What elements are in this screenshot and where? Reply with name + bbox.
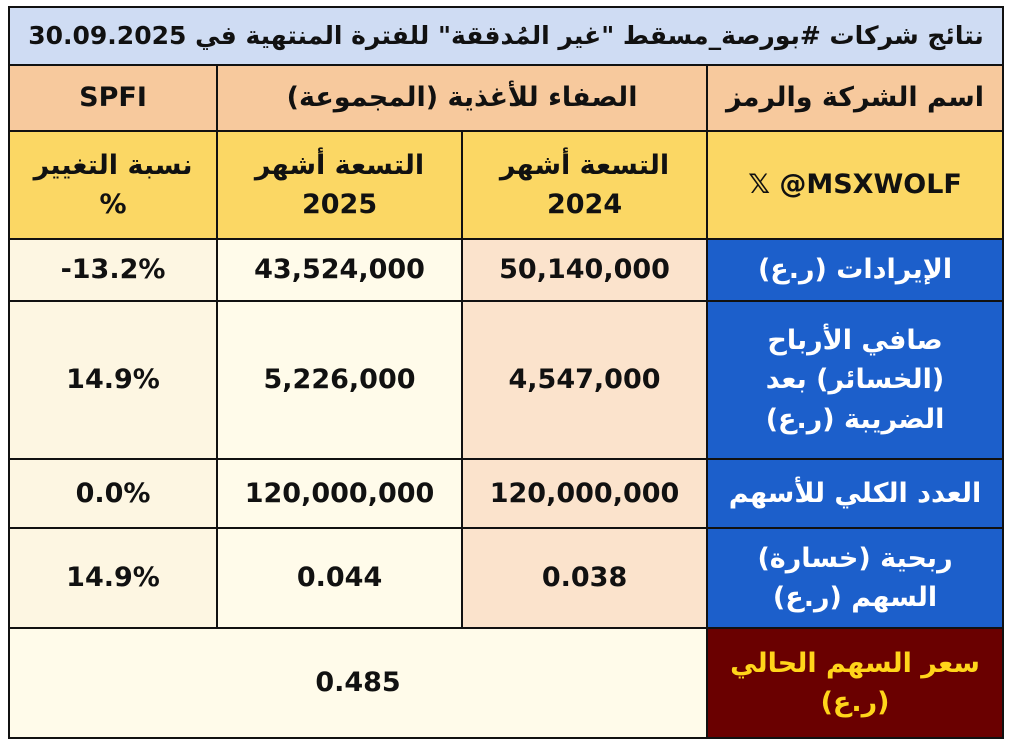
results-table: نتائج شركات #بورصة_مسقط "غير المُدققة" ل… (7, 6, 1005, 739)
text-line: سعر السهم الحالي (730, 647, 980, 679)
row-label: الإيرادات (ر.ع) (706, 238, 1005, 302)
value-cell: 0.044 (216, 527, 464, 629)
text-line: صافي الأرباح (767, 325, 943, 357)
handle: 𝕏 @MSXWOLF (706, 130, 1005, 240)
value-cell: -13.2% (7, 238, 219, 302)
data-row: العدد الكلي للأسهم 120,000,000 120,000,000… (7, 458, 1005, 529)
text-line: السهم (ر.ع) (772, 582, 938, 613)
header-label: اسم الشركة والرمز (706, 64, 1005, 132)
value-cell: 50,140,000 (461, 238, 709, 302)
text-line: ربحية (خسارة) (757, 542, 953, 574)
value-cell: 0.0% (7, 458, 219, 529)
text-line: التسعة أشهر (254, 149, 425, 181)
text-line: الإيرادات (ر.ع) (757, 254, 953, 286)
value-cell: 120,000,000 (216, 458, 464, 529)
table-body: الإيرادات (ر.ع) 50,140,000 43,524,000 -13.2… (7, 238, 1005, 739)
price-label: سعر السهم الحالي (ر.ع) (706, 627, 1005, 739)
value-cell: 120,000,000 (461, 458, 709, 529)
value-cell: 43,524,000 (216, 238, 464, 302)
symbol: SPFI (7, 64, 219, 132)
row-label: العدد الكلي للأسهم (706, 458, 1005, 529)
data-row: الإيرادات (ر.ع) 50,140,000 43,524,000 -13.2… (7, 238, 1005, 302)
data-row: ربحية (خسارة) السهم (ر.ع) 0.038 0.044 14.9% (7, 527, 1005, 629)
text-line: (الخسائر) بعد (765, 364, 945, 396)
text-line: العدد الكلي للأسهم (728, 477, 982, 509)
header-row: اسم الشركة والرمز الصفاء للأغذية (المجمو… (7, 64, 1005, 132)
value-cell: 14.9% (7, 527, 219, 629)
row-label: ربحية (خسارة) السهم (ر.ع) (706, 527, 1005, 629)
text-line: 2024 (546, 189, 623, 220)
title-row: نتائج شركات #بورصة_مسقط "غير المُدققة" ل… (7, 6, 1005, 66)
value-cell: 4,547,000 (461, 300, 709, 460)
text-line: 2025 (301, 189, 378, 220)
price-row: سعر السهم الحالي (ر.ع) 0.485 (7, 627, 1005, 739)
row-label: صافي الأرباح (الخسائر) بعد الضريبة (ر.ع) (706, 300, 1005, 460)
text-line: نسبة التغيير (33, 149, 193, 181)
company-name: الصفاء للأغذية (المجموعة) (216, 64, 709, 132)
value-cell: 0.038 (461, 527, 709, 629)
text-line: % (99, 189, 127, 220)
text-line: (ر.ع) (820, 687, 890, 718)
title: نتائج شركات #بورصة_مسقط "غير المُدققة" ل… (7, 6, 1005, 66)
data-row: صافي الأرباح (الخسائر) بعد الضريبة (ر.ع) 4,… (7, 300, 1005, 460)
text-line: الضريبة (ر.ع) (765, 403, 945, 435)
change-header: نسبة التغيير% (7, 130, 219, 240)
price-value: 0.485 (7, 627, 709, 739)
value-cell: 14.9% (7, 300, 219, 460)
text-line: التسعة أشهر (499, 149, 670, 181)
col-2024: التسعة أشهر 2024 (461, 130, 709, 240)
value-cell: 5,226,000 (216, 300, 464, 460)
col-2025: التسعة أشهر 2025 (216, 130, 464, 240)
subheader-row: 𝕏 @MSXWOLF التسعة أشهر 2024 التسعة أشهر 20… (7, 130, 1005, 240)
